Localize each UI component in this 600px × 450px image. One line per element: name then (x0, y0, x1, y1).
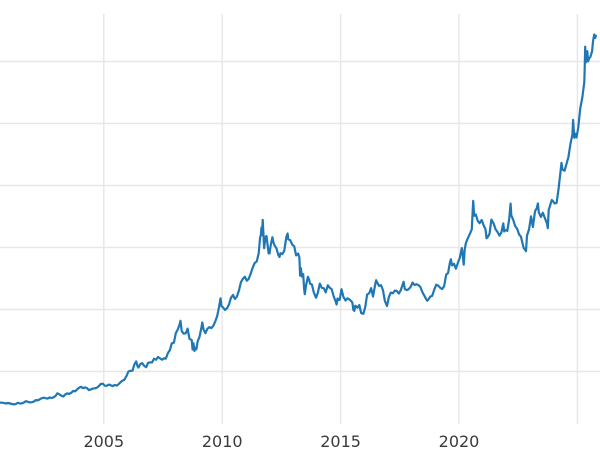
x-tick-label: 2015 (320, 432, 361, 450)
price-line (0, 33, 597, 406)
gridlines (0, 14, 600, 424)
x-tick-label: 2005 (83, 432, 124, 450)
x-tick-label: 2010 (202, 432, 243, 450)
x-axis-tick-labels: 2005 2010 2015 2020 (83, 432, 479, 450)
x-tick-label: 2020 (439, 432, 480, 450)
